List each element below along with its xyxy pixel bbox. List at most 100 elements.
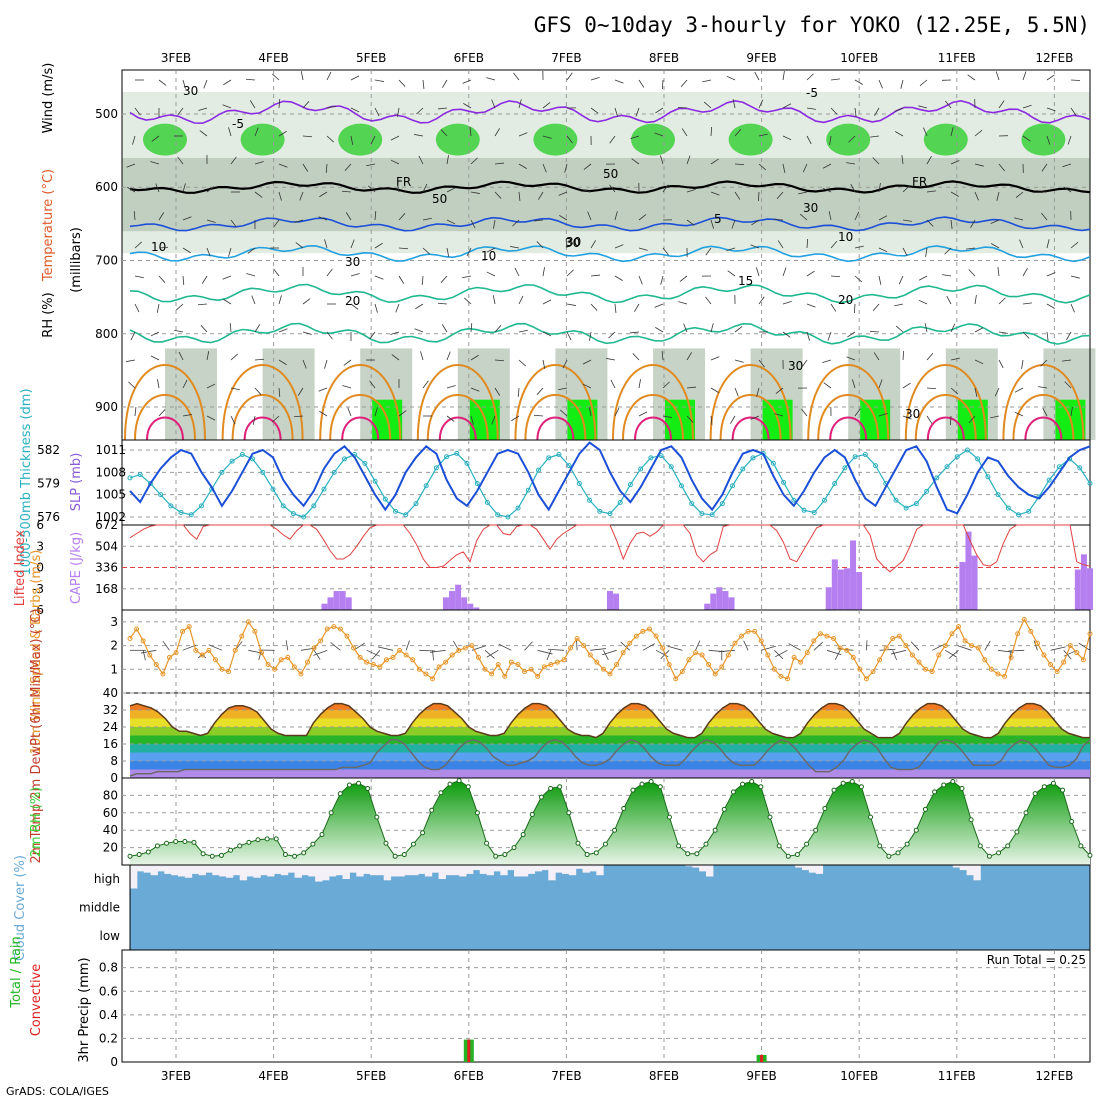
rh-point bbox=[996, 850, 1002, 856]
wind-barb bbox=[182, 275, 185, 286]
wind-barb bbox=[775, 387, 784, 394]
cape-axis-label: CAPE (J/kg) bbox=[69, 532, 84, 604]
rh-point bbox=[785, 853, 791, 859]
wind-barb bbox=[686, 352, 692, 361]
wind-barb bbox=[750, 415, 760, 420]
thickness-point bbox=[413, 501, 419, 507]
wind-barb bbox=[446, 155, 449, 165]
wind-barb bbox=[470, 219, 476, 229]
wind-barb bbox=[302, 331, 312, 335]
wind-point bbox=[962, 638, 968, 644]
wind-barb bbox=[130, 331, 136, 341]
temperature-axis-label: Temperature (°C) bbox=[41, 169, 56, 282]
rh-point bbox=[849, 778, 855, 784]
cloud-high-cell bbox=[959, 865, 968, 871]
wind-barb bbox=[926, 352, 934, 361]
rh-point bbox=[502, 852, 508, 858]
wind-point bbox=[166, 654, 172, 660]
cloud-high-cell bbox=[479, 865, 488, 874]
rh-point bbox=[959, 785, 965, 791]
wind-barb bbox=[878, 183, 881, 193]
thickness-point bbox=[576, 481, 582, 486]
wind-barb bbox=[731, 219, 736, 229]
cloud-high-cell bbox=[562, 865, 570, 874]
wind-barb bbox=[150, 331, 160, 337]
cloud-high-cell bbox=[541, 865, 549, 871]
wind-barb bbox=[201, 275, 208, 284]
thickness-point bbox=[964, 447, 970, 453]
lifted-axis-label: Lifted Index bbox=[13, 529, 28, 606]
wind-barb bbox=[347, 407, 352, 417]
wind-point bbox=[390, 654, 396, 660]
wind-point bbox=[160, 671, 166, 677]
cape-bar bbox=[449, 591, 456, 610]
thickness-point bbox=[1005, 505, 1011, 511]
wind-barb bbox=[1014, 387, 1024, 393]
cape-bar bbox=[831, 559, 838, 610]
thickness-point bbox=[566, 463, 572, 469]
wind-point bbox=[535, 673, 541, 679]
thickness-point bbox=[433, 465, 439, 471]
cloud-high-cell bbox=[157, 865, 165, 872]
thickness-point bbox=[873, 463, 879, 469]
wind-barb bbox=[950, 191, 959, 197]
wind-barb bbox=[1046, 272, 1056, 277]
wind-point bbox=[561, 657, 567, 663]
wind-barb bbox=[630, 331, 640, 334]
wind-barb bbox=[206, 186, 215, 193]
wind-barb bbox=[294, 219, 304, 223]
wind-barb bbox=[156, 303, 160, 313]
wind-barb bbox=[313, 649, 328, 656]
cloud-high-cell bbox=[459, 865, 467, 877]
wind-point bbox=[653, 633, 659, 639]
wind-barb bbox=[182, 79, 186, 89]
cloud-high-cell bbox=[267, 865, 275, 877]
wind-barb bbox=[998, 163, 1005, 172]
wind-barb bbox=[494, 162, 504, 165]
rh-point bbox=[950, 778, 956, 784]
wind-barb bbox=[395, 303, 400, 313]
wind-barb bbox=[602, 649, 617, 656]
rh-point bbox=[758, 784, 764, 790]
date-label-top: 7FEB bbox=[551, 51, 581, 65]
cape-bar bbox=[971, 555, 978, 610]
wind-barb bbox=[635, 107, 640, 117]
thickness-point bbox=[1077, 465, 1083, 471]
wind-barb bbox=[293, 415, 304, 418]
thickness-point bbox=[954, 454, 960, 460]
rh-point bbox=[191, 839, 197, 845]
date-label-top: 9FEB bbox=[746, 51, 776, 65]
wind-barb bbox=[254, 127, 259, 137]
cloud-high-cell bbox=[452, 865, 460, 876]
wind-barb bbox=[846, 356, 856, 361]
rh-point bbox=[868, 814, 874, 820]
wind-barb bbox=[686, 386, 696, 389]
rh-point bbox=[127, 853, 133, 859]
wind-point bbox=[344, 633, 350, 639]
cloud-high-cell bbox=[178, 865, 186, 877]
cloud-row-label: high bbox=[94, 872, 120, 886]
precip-axis-label: 3hr Precip (mm) bbox=[77, 957, 92, 1062]
cape-bar bbox=[716, 587, 723, 610]
cloud-high-cell bbox=[548, 865, 556, 881]
wind-point bbox=[226, 669, 232, 675]
thickness-point bbox=[944, 464, 950, 470]
temperature-label: FR bbox=[396, 175, 411, 189]
wind-barb bbox=[254, 387, 262, 395]
rh-point bbox=[410, 841, 416, 847]
cape-tick: 168 bbox=[95, 582, 118, 596]
wind-barb bbox=[542, 267, 545, 277]
wind-barb bbox=[566, 135, 573, 144]
rh-2m-panel: 20 40 60 80 2m RH (%) bbox=[29, 777, 1093, 866]
isotherm-line bbox=[129, 99, 1091, 125]
thickness-point bbox=[730, 483, 736, 489]
wind-barb bbox=[966, 247, 976, 250]
rh-point bbox=[712, 827, 718, 833]
wind-barb bbox=[942, 274, 952, 277]
wind-point bbox=[305, 659, 311, 665]
wind-barb bbox=[919, 79, 928, 86]
surface-isotherm-lobe bbox=[536, 416, 575, 441]
wind-barb bbox=[710, 415, 713, 425]
rh-point bbox=[602, 841, 608, 847]
